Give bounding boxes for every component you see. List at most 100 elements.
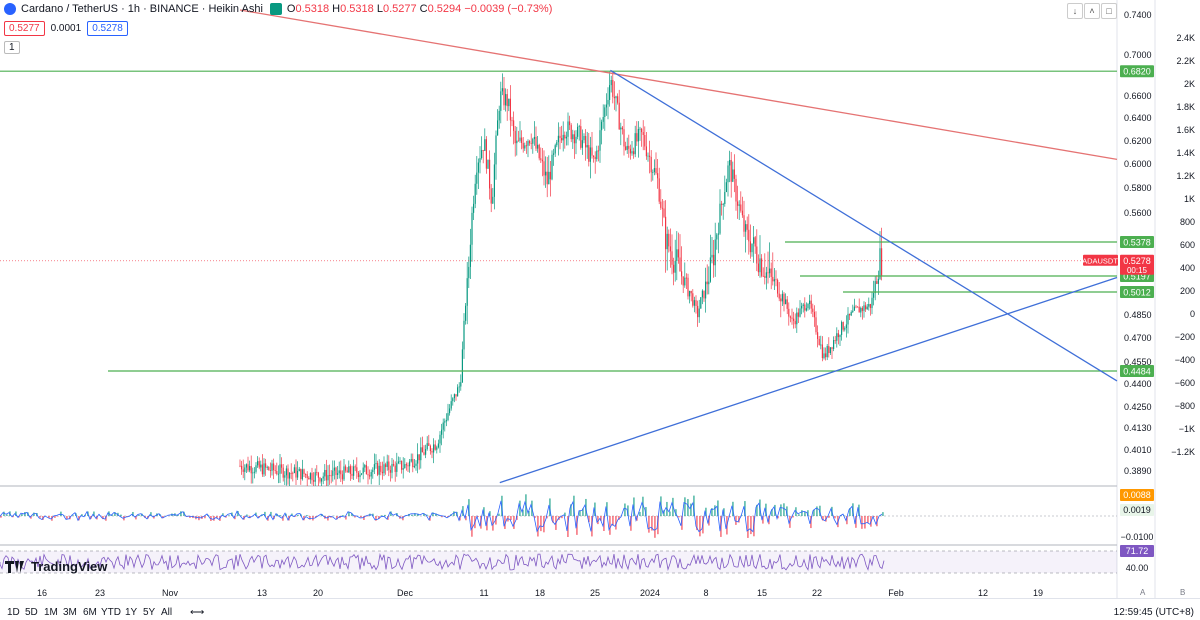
candle-body bbox=[691, 291, 692, 293]
countdown-label: 00:15 bbox=[1127, 266, 1148, 275]
ohlc-value: 0.5318 bbox=[295, 3, 332, 15]
candle-body bbox=[532, 139, 533, 144]
symbol-title[interactable]: Cardano / TetherUS · 1h · BINANCE · Heik… bbox=[21, 3, 263, 15]
price-tick-label: 0.6200 bbox=[1124, 136, 1152, 146]
osc-bar bbox=[120, 515, 122, 516]
scale-button[interactable]: B bbox=[1180, 588, 1185, 597]
price-label-text: 0.4484 bbox=[1123, 367, 1151, 377]
candle-body bbox=[294, 467, 295, 473]
osc-bar bbox=[54, 516, 56, 518]
candle-body bbox=[327, 475, 328, 480]
tradingview-logo[interactable]: TradingView bbox=[5, 559, 107, 574]
spread: 0.0001 bbox=[51, 23, 82, 34]
horizontal-levels[interactable] bbox=[0, 71, 1117, 371]
candle-body bbox=[276, 471, 277, 474]
candle-body bbox=[431, 451, 432, 452]
timeframe-all[interactable]: All bbox=[161, 607, 172, 618]
timeframe-5y[interactable]: 5Y bbox=[143, 607, 155, 618]
candle-body bbox=[839, 335, 840, 337]
ask-price[interactable]: 0.5278 bbox=[87, 21, 128, 36]
candle-body bbox=[390, 470, 391, 473]
osc-bar bbox=[882, 512, 884, 516]
candle-body bbox=[561, 138, 562, 140]
candle-body bbox=[358, 473, 359, 477]
candle-body bbox=[873, 293, 874, 298]
candle-body bbox=[395, 466, 396, 472]
timeframe-1d[interactable]: 1D bbox=[7, 607, 20, 618]
candle-body bbox=[286, 468, 287, 475]
timeframe-1y[interactable]: 1Y bbox=[125, 607, 137, 618]
candle-body bbox=[814, 312, 815, 317]
candle-body bbox=[683, 276, 684, 285]
scale-button[interactable]: A bbox=[1140, 588, 1145, 597]
x-tick-label: 20 bbox=[313, 588, 323, 598]
candle-body bbox=[729, 160, 730, 165]
candle-body bbox=[764, 276, 765, 278]
osc-bar bbox=[60, 512, 62, 516]
candle-body bbox=[625, 146, 626, 149]
candle-body bbox=[663, 208, 664, 216]
candle-body bbox=[796, 312, 797, 324]
candle-body bbox=[387, 461, 388, 466]
candle-body bbox=[463, 321, 464, 350]
candle-body bbox=[727, 165, 728, 182]
candle-body bbox=[718, 234, 719, 235]
candle-body bbox=[836, 333, 837, 341]
candle-body bbox=[820, 345, 821, 346]
timeframe-6m[interactable]: 6M bbox=[83, 607, 97, 618]
candle-body bbox=[531, 143, 532, 144]
timeframe-3m[interactable]: 3M bbox=[63, 607, 77, 618]
x-tick-label: Feb bbox=[888, 588, 904, 598]
candle-body bbox=[284, 475, 285, 477]
candle-body bbox=[374, 464, 375, 470]
maximize-icon[interactable]: □ bbox=[1101, 3, 1117, 19]
candle-body bbox=[375, 463, 376, 464]
secondary-tick-label: 1.8K bbox=[1176, 102, 1195, 112]
candle-body bbox=[553, 153, 554, 154]
candle-body bbox=[364, 465, 365, 467]
chevron-up-icon[interactable]: ˄ bbox=[1084, 3, 1100, 19]
price-tick-label: 0.6000 bbox=[1124, 159, 1152, 169]
ohlc-value: 0.5318 bbox=[340, 3, 377, 15]
candle-body bbox=[543, 161, 544, 175]
candle-body bbox=[812, 309, 813, 312]
calendar-range-icon[interactable]: ⟷ bbox=[190, 607, 204, 618]
candle-body bbox=[660, 202, 661, 208]
candle-body bbox=[857, 307, 858, 308]
candle-body bbox=[734, 169, 735, 178]
candle-body bbox=[572, 134, 573, 139]
candle-body bbox=[446, 420, 447, 421]
candle-body bbox=[753, 237, 754, 243]
candle-body bbox=[287, 468, 288, 478]
candle-body bbox=[679, 257, 680, 271]
osc-bar bbox=[867, 516, 869, 523]
timeframe-ytd[interactable]: YTD bbox=[101, 607, 121, 618]
x-tick-label: 23 bbox=[95, 588, 105, 598]
price-tick-label: 0.4130 bbox=[1124, 423, 1152, 433]
candle-body bbox=[263, 463, 264, 474]
timeframe-1m[interactable]: 1M bbox=[44, 607, 58, 618]
multiplier-badge[interactable]: 1 bbox=[4, 41, 20, 54]
bid-price[interactable]: 0.5277 bbox=[4, 21, 45, 36]
arrow-down-icon[interactable]: ↓ bbox=[1067, 3, 1083, 19]
candle-body bbox=[684, 278, 685, 286]
candle-body bbox=[779, 294, 780, 299]
candle-body bbox=[425, 449, 426, 455]
candle-body bbox=[807, 304, 808, 308]
timeframe-5d[interactable]: 5D bbox=[25, 607, 38, 618]
candle-body bbox=[268, 467, 269, 470]
candle-body bbox=[462, 349, 463, 382]
clock[interactable]: 12:59:45 (UTC+8) bbox=[1114, 607, 1194, 618]
candle-body bbox=[662, 208, 663, 209]
candle-body bbox=[537, 145, 538, 149]
candle-body bbox=[383, 464, 384, 473]
candle-body bbox=[471, 213, 472, 245]
osc-bar bbox=[297, 515, 299, 516]
candle-body bbox=[881, 248, 882, 276]
candle-body bbox=[731, 160, 732, 182]
candle-body bbox=[247, 464, 248, 470]
secondary-axis[interactable]: 2.4K2.2K2K1.8K1.6K1.4K1.2K1K800600400200… bbox=[1171, 33, 1195, 457]
candle-body bbox=[428, 443, 429, 446]
